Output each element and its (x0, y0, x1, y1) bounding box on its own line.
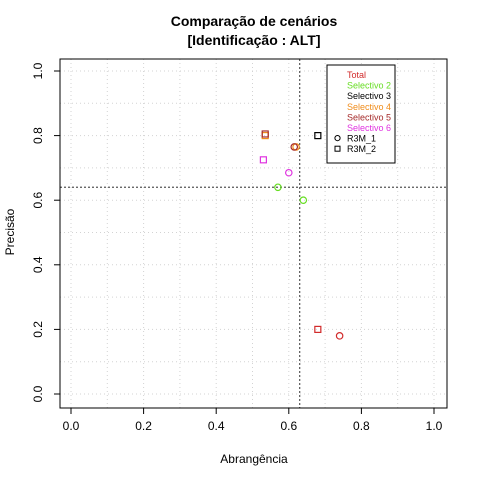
legend-entry-label: Selectivo 2 (347, 81, 391, 91)
x-axis: 0.0 0.2 0.4 0.6 0.8 1.0 (63, 408, 443, 433)
chart-title: Comparação de cenários (171, 13, 338, 29)
data-point-square (261, 130, 269, 138)
legend-entry-label: Selectivo 3 (347, 91, 391, 101)
y-axis: 0.0 0.2 0.4 0.6 0.8 1.0 (31, 62, 60, 402)
legend-entry-label: Selectivo 5 (347, 112, 391, 122)
reference-lines (60, 59, 447, 408)
legend-square-icon (334, 145, 341, 152)
x-tick-label: 0.6 (280, 419, 297, 433)
y-axis-label: Precisão (3, 208, 17, 255)
plot-frame (59, 58, 448, 409)
data-point-square (314, 325, 322, 333)
x-tick-label: 0.8 (353, 419, 370, 433)
legend-entry-label: Selectivo 6 (347, 123, 391, 133)
legend-entry-label: Total (347, 70, 366, 80)
legend-marker-label: R3M_2 (347, 144, 376, 154)
grid-lines (60, 59, 447, 408)
data-points (259, 130, 344, 340)
data-point-circle (335, 332, 344, 340)
y-tick-label: 0.8 (31, 127, 45, 144)
data-point-square (314, 132, 322, 140)
data-point-circle (290, 143, 299, 151)
x-tick-label: 0.4 (208, 419, 225, 433)
x-tick-label: 1.0 (426, 419, 443, 433)
data-point-circle (299, 196, 308, 205)
legend-circle-icon (334, 135, 341, 142)
x-tick-label: 0.2 (135, 419, 152, 433)
y-tick-label: 1.0 (31, 62, 45, 79)
data-point-square (259, 156, 267, 164)
legend-marker-label: R3M_1 (347, 134, 376, 144)
x-axis-label: Abrangência (220, 452, 288, 466)
data-point-circle (274, 183, 282, 192)
x-tick-label: 0.0 (63, 419, 80, 433)
legend-entry-label: Selectivo 4 (347, 102, 391, 112)
data-point-circle (284, 168, 293, 177)
chart-subtitle: [Identificação : ALT] (188, 32, 321, 48)
y-tick-label: 0.0 (31, 385, 45, 402)
y-tick-label: 0.6 (31, 192, 45, 209)
y-tick-label: 0.4 (31, 256, 45, 273)
y-tick-label: 0.2 (31, 321, 45, 338)
